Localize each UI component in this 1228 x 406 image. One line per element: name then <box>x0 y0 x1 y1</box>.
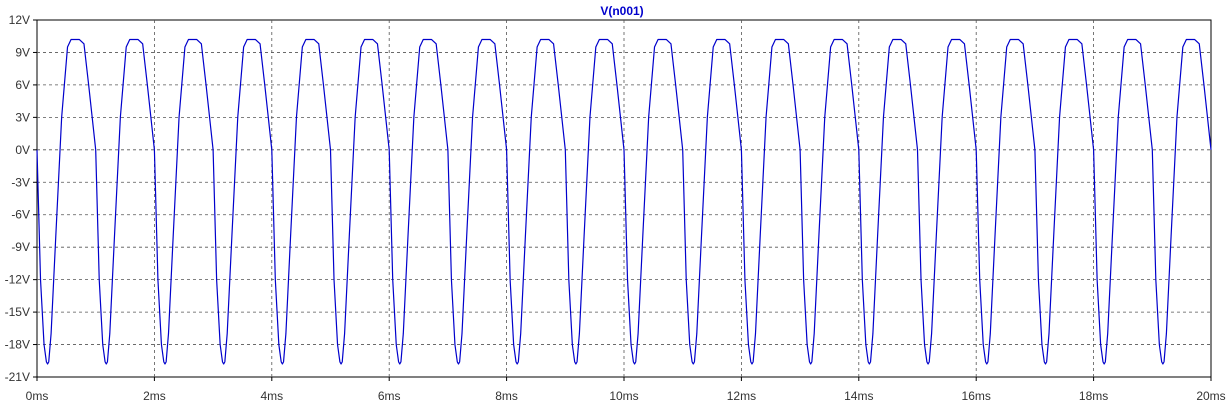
y-tick-label: -18V <box>5 338 30 352</box>
plot-frame <box>36 19 1212 378</box>
x-tick-label: 20ms <box>1196 389 1225 403</box>
y-tick-label: -12V <box>5 273 30 287</box>
y-tick-label: 9V <box>15 45 30 59</box>
trace-layer <box>36 38 1212 365</box>
x-tick-label: 18ms <box>1079 389 1108 403</box>
x-tick-label: 12ms <box>727 389 756 403</box>
trace-title[interactable]: V(n001) <box>600 4 643 18</box>
series-line-vn001 <box>36 38 1212 365</box>
y-tick-label: 6V <box>15 78 30 92</box>
x-tick-label: 6ms <box>378 389 401 403</box>
x-tick-label: 0ms <box>26 389 49 403</box>
y-tick-label: -15V <box>5 305 30 319</box>
grid-lines <box>37 20 1211 377</box>
y-tick-label: -3V <box>11 175 30 189</box>
x-tick-label: 10ms <box>609 389 638 403</box>
y-tick-label: -21V <box>5 370 30 384</box>
x-tick-label: 16ms <box>962 389 991 403</box>
x-tick-label: 4ms <box>260 389 283 403</box>
y-tick-label: 3V <box>15 110 30 124</box>
y-tick-label: 0V <box>15 143 30 157</box>
y-tick-label: 12V <box>9 13 30 27</box>
x-tick-label: 8ms <box>495 389 518 403</box>
x-tick-label: 14ms <box>844 389 873 403</box>
y-tick-label: -6V <box>11 208 30 222</box>
axis-ticks: 0ms 2ms 4ms 6ms 8ms 10ms 12ms 14ms 16ms 18ms 20ms 1… <box>5 13 1226 403</box>
y-tick-label: -9V <box>11 240 30 254</box>
x-tick-label: 2ms <box>143 389 166 403</box>
